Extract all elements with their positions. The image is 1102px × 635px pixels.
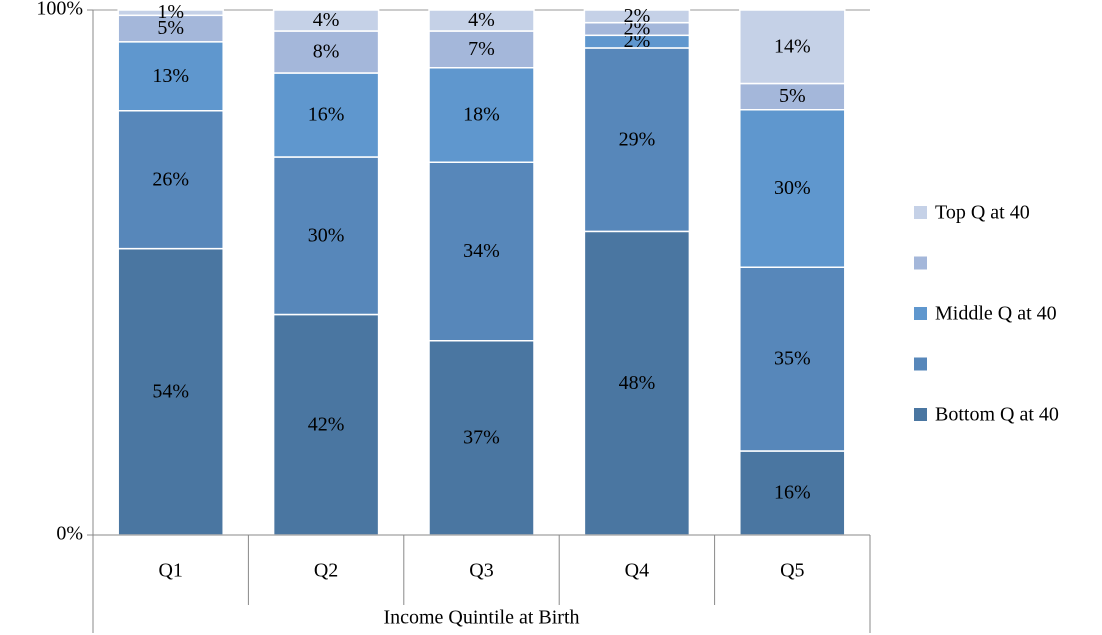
bar-segment bbox=[272, 72, 380, 158]
legend-swatch bbox=[914, 307, 927, 320]
data-label: 5% bbox=[779, 85, 806, 107]
data-label: 5% bbox=[157, 17, 184, 39]
data-label: 30% bbox=[308, 224, 345, 246]
bar-segment bbox=[428, 30, 535, 69]
data-label: 14% bbox=[774, 35, 811, 57]
bar-segment bbox=[272, 313, 380, 536]
legend-label: Bottom Q at 40 bbox=[935, 404, 1059, 426]
bar-segment bbox=[583, 9, 691, 24]
bar-segment bbox=[739, 9, 846, 85]
bar-segment bbox=[739, 450, 846, 536]
data-label: 16% bbox=[308, 104, 345, 126]
data-label: 35% bbox=[774, 348, 811, 370]
legend-label: Middle Q at 40 bbox=[935, 303, 1057, 325]
data-label: 4% bbox=[313, 9, 340, 31]
y-tick-label: 100% bbox=[36, 0, 83, 20]
data-label: 4% bbox=[468, 9, 495, 31]
y-tick-label: 0% bbox=[56, 523, 83, 545]
data-label: 1% bbox=[157, 1, 184, 23]
bar-segment bbox=[272, 156, 380, 316]
data-label: 37% bbox=[463, 426, 500, 448]
legend-swatch bbox=[914, 206, 927, 219]
bar-segment bbox=[272, 9, 380, 32]
data-label: 18% bbox=[463, 104, 500, 126]
x-tick-label: Q5 bbox=[780, 560, 804, 582]
data-label: 48% bbox=[619, 372, 656, 394]
legend-swatch bbox=[914, 408, 927, 421]
data-label: 2% bbox=[624, 5, 651, 27]
bar-segment bbox=[117, 14, 224, 43]
legend-label: Top Q at 40 bbox=[935, 202, 1030, 224]
data-label: 16% bbox=[774, 482, 811, 504]
bar-segment bbox=[428, 67, 535, 163]
x-tick-label: Q4 bbox=[625, 560, 649, 582]
legend-swatch bbox=[914, 256, 927, 270]
data-label: 54% bbox=[152, 380, 189, 402]
data-label: 42% bbox=[308, 413, 345, 435]
bar-segment bbox=[428, 161, 535, 342]
data-label: 7% bbox=[468, 38, 495, 60]
data-label: 26% bbox=[152, 168, 189, 190]
bar-segment bbox=[117, 247, 224, 536]
bar-segment bbox=[428, 9, 535, 32]
x-tick-label: Q2 bbox=[314, 560, 338, 582]
bar-segment bbox=[117, 9, 224, 17]
legend-swatch bbox=[914, 357, 927, 371]
bar-segment bbox=[428, 340, 535, 536]
bar-segment bbox=[583, 47, 691, 233]
bar-segment bbox=[739, 109, 846, 268]
x-tick-label: Q1 bbox=[158, 560, 182, 582]
x-axis-title: Income Quintile at Birth bbox=[383, 607, 579, 629]
x-tick-label: Q3 bbox=[469, 560, 493, 582]
data-label: 29% bbox=[619, 128, 656, 150]
bar-segment bbox=[117, 41, 224, 112]
data-label: 8% bbox=[313, 41, 340, 63]
data-label: 34% bbox=[463, 240, 500, 262]
data-label: 13% bbox=[152, 65, 189, 87]
bar-segment bbox=[272, 30, 380, 74]
data-label: 30% bbox=[774, 177, 811, 199]
